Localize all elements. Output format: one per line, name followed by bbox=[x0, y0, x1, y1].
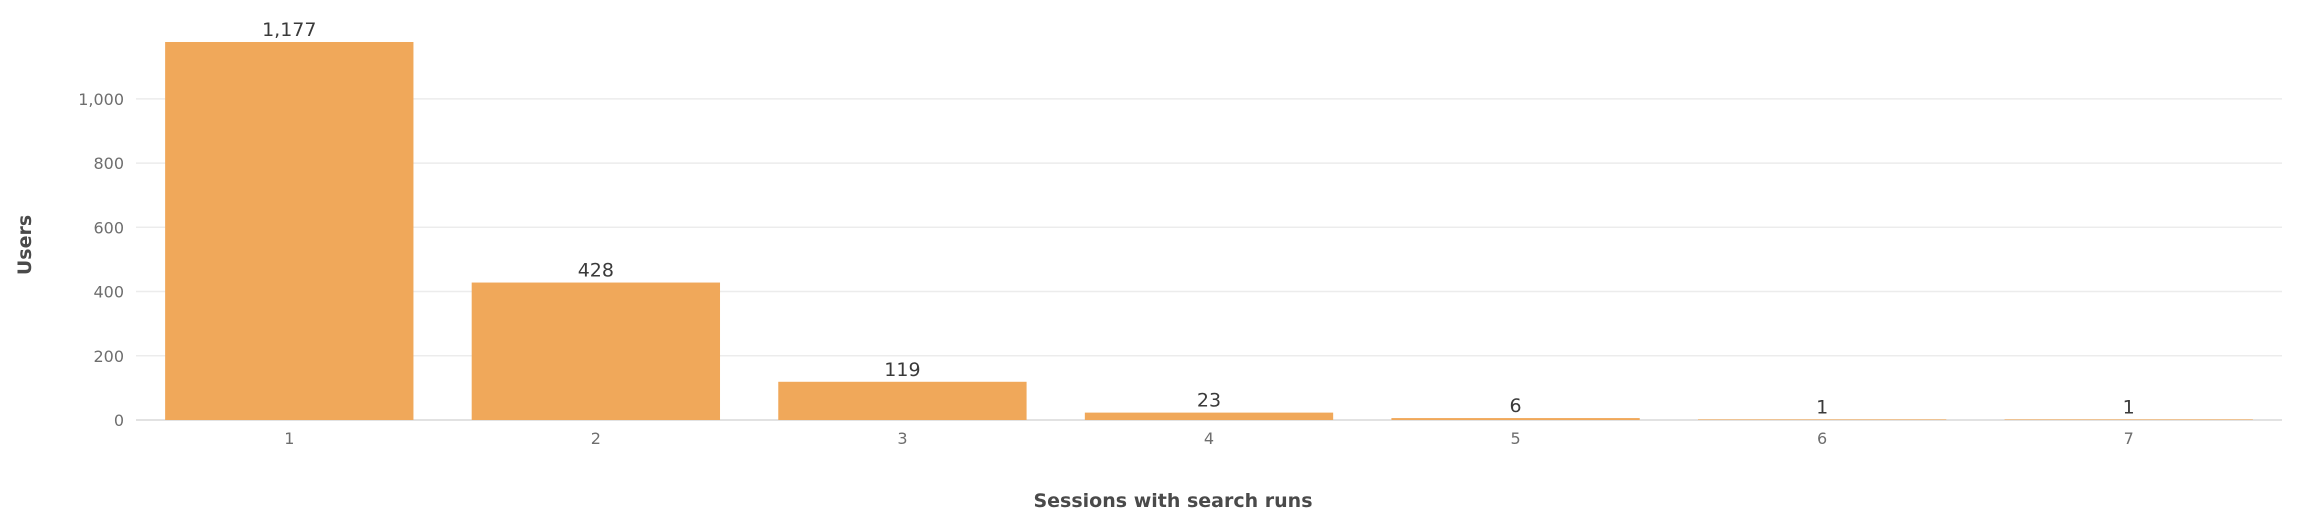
x-tick-label: 5 bbox=[1510, 429, 1520, 448]
data-labels: 1,177 428 119 23 6 1 1 bbox=[262, 19, 2135, 418]
data-label: 119 bbox=[884, 359, 920, 381]
bar bbox=[1391, 418, 1640, 420]
bar bbox=[165, 42, 414, 420]
gridlines bbox=[136, 98, 2282, 421]
bar bbox=[471, 282, 721, 420]
data-label: 1 bbox=[2123, 396, 2135, 418]
data-label: 6 bbox=[1510, 395, 1522, 417]
y-tick-label: 200 bbox=[93, 347, 124, 366]
y-tick-label: 400 bbox=[93, 283, 124, 302]
bar bbox=[2004, 419, 2253, 420]
y-axis-title: Users bbox=[14, 215, 36, 275]
x-tick-label: 3 bbox=[897, 429, 907, 448]
y-tick-label: 600 bbox=[93, 218, 124, 237]
bar bbox=[1084, 412, 1334, 420]
bars bbox=[165, 42, 2253, 420]
bar bbox=[1697, 419, 1947, 420]
bar bbox=[778, 381, 1027, 420]
y-tick-label: 1,000 bbox=[78, 90, 124, 109]
data-label: 1 bbox=[1816, 396, 1828, 418]
data-label: 1,177 bbox=[262, 19, 316, 41]
x-tick-label: 2 bbox=[591, 429, 601, 448]
y-tick-label: 800 bbox=[93, 154, 124, 173]
x-tick-label: 1 bbox=[284, 429, 294, 448]
x-axis-ticks: 1 2 3 4 5 6 7 bbox=[284, 429, 2134, 448]
x-tick-label: 7 bbox=[2124, 429, 2134, 448]
x-tick-label: 4 bbox=[1204, 429, 1214, 448]
data-label: 23 bbox=[1197, 390, 1221, 412]
y-axis-ticks: 0 200 400 600 800 1,000 bbox=[78, 90, 124, 430]
data-label: 428 bbox=[578, 260, 614, 282]
y-tick-label: 0 bbox=[114, 411, 124, 430]
x-tick-label: 6 bbox=[1817, 429, 1827, 448]
x-axis-title: Sessions with search runs bbox=[1033, 490, 1312, 512]
